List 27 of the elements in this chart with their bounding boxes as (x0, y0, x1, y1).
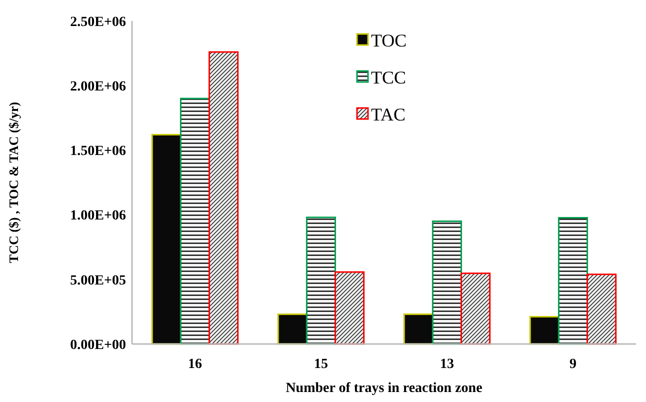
bar (277, 314, 308, 345)
x-tick-label: 13 (440, 357, 454, 372)
bar (208, 51, 239, 345)
bar (306, 216, 336, 345)
y-tick-label: 1.00E+06 (70, 208, 126, 224)
y-tick-label: 2.00E+06 (70, 80, 126, 94)
bar (529, 316, 560, 345)
bar (403, 314, 434, 345)
y-tick-label: 2.50E+06 (70, 14, 126, 30)
bar (180, 98, 210, 345)
legend-label: TAC (371, 104, 406, 124)
x-tick-label: 9 (570, 357, 576, 372)
y-axis-title: TCC ($) , TOC & TAC ($/yr) (6, 102, 21, 264)
x-axis-title: Number of trays in reaction zone (286, 381, 482, 396)
bar (334, 271, 365, 345)
bar (151, 134, 182, 345)
bar (432, 220, 462, 345)
x-tick-label: 15 (314, 357, 328, 372)
bar (460, 272, 491, 345)
bar (586, 274, 617, 345)
x-tick-label: 16 (188, 357, 202, 372)
legend-label: TCC (371, 67, 406, 88)
y-tick-label: 5.00E+05 (70, 273, 126, 288)
bar (558, 217, 588, 345)
y-tick-label: 1.50E+06 (70, 144, 126, 160)
y-tick-label: 0.00E+00 (70, 338, 126, 353)
legend-label: TOC (371, 30, 407, 50)
